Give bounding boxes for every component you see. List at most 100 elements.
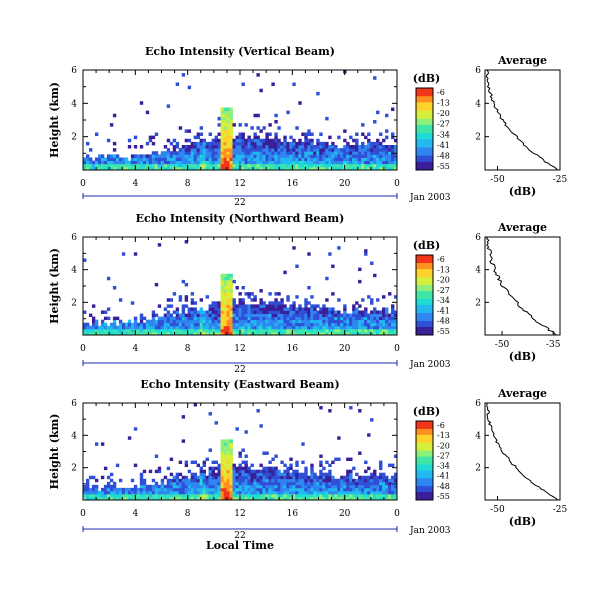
heatmap-cell [379, 148, 383, 152]
heatmap-cell [322, 325, 326, 330]
heatmap-cell [184, 154, 189, 158]
x-tick-label: 20 [339, 344, 351, 354]
heatmap-cell [376, 145, 380, 149]
heatmap-cell [217, 148, 221, 152]
heatmap-cell [217, 307, 221, 311]
heatmap-cell [253, 313, 257, 318]
heatmap-cell [154, 163, 159, 168]
heatmap-cell [367, 481, 371, 486]
heatmap-cell [109, 490, 114, 495]
heatmap-cell [262, 469, 266, 474]
heatmap-cell [325, 145, 329, 149]
heatmap-cell [379, 154, 383, 158]
heatmap-cell [298, 138, 302, 143]
heatmap-cell [298, 475, 302, 480]
heatmap-cell [244, 145, 248, 149]
heatmap-cell [319, 460, 323, 465]
heatmap-cell [250, 325, 254, 330]
heatmap-cell [223, 113, 227, 118]
heatmap-cell [223, 463, 227, 468]
heatmap-cell [337, 148, 341, 152]
heatmap-cell [259, 310, 263, 314]
heatmap-cell [373, 154, 377, 158]
heatmap-cell [235, 160, 239, 165]
heatmap-cell [196, 313, 201, 318]
heatmap-cell [310, 160, 314, 165]
date-month-label: Jan 2003 [409, 526, 451, 536]
heatmap-cell [382, 478, 386, 483]
heatmap-cell [214, 460, 218, 465]
heatmap-cell [310, 151, 314, 155]
heatmap-cell [235, 138, 239, 143]
heatmap-cell [229, 279, 233, 284]
heatmap-cell [265, 325, 269, 330]
heatmap-cell [385, 331, 389, 336]
heatmap-cell [196, 145, 201, 149]
heatmap-cell [193, 460, 198, 465]
heatmap-cell [220, 439, 224, 443]
heatmap-cell [250, 166, 254, 171]
heatmap-cell [187, 163, 192, 168]
heatmap-cell [334, 481, 338, 486]
heatmap-cell [313, 151, 317, 155]
heatmap-cell [202, 310, 207, 314]
heatmap-cell [169, 496, 174, 501]
heatmap-cell [373, 325, 377, 330]
heatmap-cell [313, 475, 317, 480]
heatmap-cell [289, 154, 293, 158]
average-x-tick-label: -50 [495, 340, 510, 350]
heatmap-cell [187, 490, 192, 495]
heatmap-cell [241, 469, 245, 474]
heatmap-cell [298, 481, 302, 486]
heatmap-cell [244, 307, 248, 311]
heatmap-cell [238, 160, 242, 165]
heatmap-cell [379, 472, 383, 477]
heatmap-cell [229, 484, 233, 489]
heatmap-cell [223, 307, 227, 311]
heatmap-cell [83, 496, 87, 501]
heatmap-cell [115, 493, 120, 498]
heatmap-cell [319, 481, 323, 486]
heatmap-cell [391, 322, 395, 327]
heatmap-cell [166, 154, 171, 158]
heatmap-cell [262, 154, 266, 158]
heatmap-cell [259, 129, 263, 133]
heatmap-cell [298, 316, 302, 321]
heatmap-cell [112, 328, 117, 333]
heatmap-cell [352, 487, 356, 492]
heatmap-cell [88, 148, 93, 152]
heatmap-cell [340, 331, 344, 336]
heatmap-cell [355, 490, 359, 495]
heatmap-cell [217, 328, 221, 333]
heatmap-cell [232, 141, 236, 146]
heatmap-cell [376, 313, 380, 318]
heatmap-cell [358, 484, 362, 489]
heatmap-cell [181, 163, 186, 168]
heatmap-cell [106, 328, 111, 333]
x-tick-label: 20 [339, 509, 351, 519]
heatmap-cell [178, 328, 183, 333]
heatmap-cell [250, 475, 254, 480]
heatmap-cell [235, 472, 239, 477]
heatmap-cell [385, 113, 389, 118]
heatmap-cell [130, 322, 135, 327]
colorbar-segment [416, 102, 433, 105]
heatmap-cell [94, 331, 99, 336]
heatmap-cell [181, 493, 186, 498]
heatmap-cell [193, 145, 198, 149]
heatmap-cell [187, 469, 192, 474]
heatmap-cell [304, 145, 308, 149]
heatmap-cell [250, 319, 254, 324]
heatmap-cell [199, 316, 204, 321]
heatmap-cell [382, 316, 386, 321]
heatmap-cell [232, 138, 236, 143]
heatmap-cell [310, 475, 314, 480]
heatmap-cell [181, 319, 186, 324]
heatmap-cell [250, 163, 254, 168]
heatmap-cell [367, 478, 371, 483]
heatmap-cell [265, 145, 269, 149]
heatmap-cell [238, 325, 242, 330]
heatmap-cell [319, 151, 323, 155]
colorbar-segment [416, 108, 433, 111]
heatmap-cell [199, 331, 204, 336]
